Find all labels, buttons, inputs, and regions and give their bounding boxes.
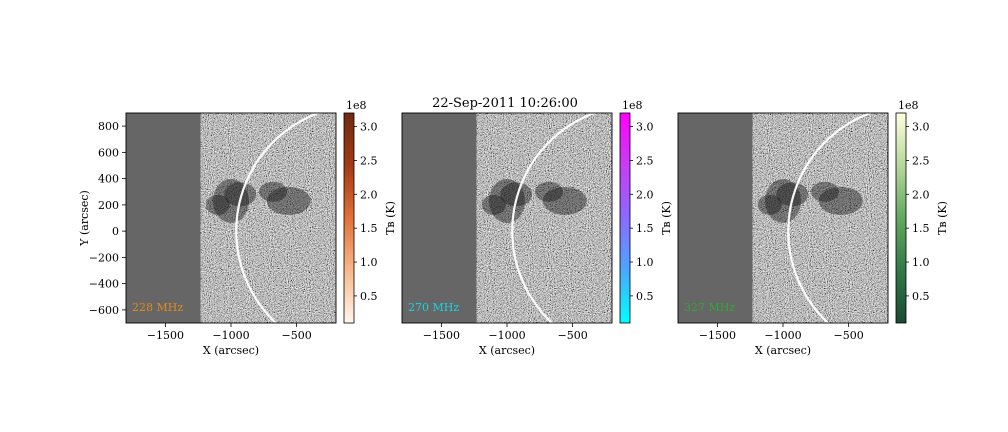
panel-1: 228 MHz −1500 −1000 −500 X (arcsec) −600 −400 −… <box>78 99 397 357</box>
y-tick-label: 600 <box>98 146 119 159</box>
colorbar-label: Tʙ (K) <box>660 201 673 235</box>
y-tick-label: 400 <box>98 173 119 186</box>
solar-limb <box>787 113 874 323</box>
colorbar-tick-label: 2.0 <box>636 188 654 201</box>
x-axis-label: X (arcsec) <box>479 344 535 357</box>
colorbar-tick-label: 1.5 <box>636 222 654 235</box>
active-region <box>542 186 587 215</box>
active-region <box>259 181 287 202</box>
active-region <box>500 182 533 207</box>
heatmap-image <box>402 113 612 323</box>
active-region <box>776 182 809 207</box>
y-tick-label: 200 <box>98 199 119 212</box>
colorbar <box>619 112 631 324</box>
colorbar-tick-label: 1.5 <box>912 222 930 235</box>
y-tick-label: 800 <box>98 120 119 133</box>
x-axis-label: X (arcsec) <box>755 344 811 357</box>
panels: 228 MHz −1500 −1000 −500 X (arcsec) −600 −400 −… <box>78 99 949 357</box>
colorbar-scale-note: 1e8 <box>622 99 643 112</box>
active-region <box>765 178 801 223</box>
heatmap-image <box>126 113 336 323</box>
colorbar-tick-label: 1.5 <box>360 222 378 235</box>
active-region <box>213 178 249 223</box>
colorbar-tick-label: 0.5 <box>636 290 654 303</box>
active-region <box>535 181 563 202</box>
active-region <box>481 194 506 215</box>
frequency-label: 270 MHz <box>408 301 459 314</box>
colorbar-label: Tʙ (K) <box>384 201 397 235</box>
solar-limb <box>511 113 598 323</box>
colorbar-label: Tʙ (K) <box>936 201 949 235</box>
colorbar <box>343 112 355 324</box>
x-tick-label: −500 <box>558 329 588 342</box>
x-tick-label: −1500 <box>147 329 184 342</box>
colorbar-tick-label: 1.0 <box>912 256 930 269</box>
colorbar-tick-label: 2.5 <box>360 154 378 167</box>
colorbar-tick-label: 0.5 <box>912 290 930 303</box>
active-region <box>811 181 839 202</box>
panel-3: 327 MHz −1500 −1000 −500 X (arcsec) 0.5 1.0 1.5… <box>677 99 949 357</box>
colorbar-tick-label: 0.5 <box>360 290 378 303</box>
colorbar-scale-note: 1e8 <box>898 99 919 112</box>
active-region <box>205 194 230 215</box>
y-axis-label: Y (arcsec) <box>78 190 91 247</box>
heatmap-image <box>678 113 888 323</box>
y-tick-label: −200 <box>89 251 119 264</box>
active-region <box>757 194 782 215</box>
y-tick-label: 0 <box>112 225 119 238</box>
active-region <box>489 178 525 223</box>
colorbar-tick-label: 2.5 <box>636 154 654 167</box>
colorbar-tick-label: 1.0 <box>636 256 654 269</box>
active-region <box>818 186 863 215</box>
x-tick-label: −1500 <box>699 329 736 342</box>
y-tick-label: −400 <box>89 278 119 291</box>
colorbar-tick-label: 3.0 <box>636 121 654 134</box>
colorbar-tick-label: 1.0 <box>360 256 378 269</box>
panel-2: 270 MHz −1500 −1000 −500 X (arcsec) 0.5 1.0 1.5… <box>401 99 673 357</box>
frequency-label: 327 MHz <box>684 301 735 314</box>
active-region <box>266 186 311 215</box>
colorbar-scale-note: 1e8 <box>346 99 367 112</box>
colorbar-tick-label: 2.0 <box>912 188 930 201</box>
x-tick-label: −1000 <box>488 329 525 342</box>
colorbar-tick-label: 3.0 <box>912 121 930 134</box>
x-tick-label: −1000 <box>764 329 801 342</box>
figure-title: 22-Sep-2011 10:26:00 <box>432 96 578 111</box>
active-region <box>224 182 257 207</box>
x-axis-label: X (arcsec) <box>203 344 259 357</box>
colorbar-tick-label: 2.0 <box>360 188 378 201</box>
colorbar-tick-label: 2.5 <box>912 154 930 167</box>
x-tick-label: −500 <box>282 329 312 342</box>
x-tick-label: −1000 <box>212 329 249 342</box>
frequency-label: 228 MHz <box>132 301 183 314</box>
colorbar <box>895 112 907 324</box>
x-tick-label: −1500 <box>423 329 460 342</box>
colorbar-tick-label: 3.0 <box>360 121 378 134</box>
solar-limb <box>235 113 322 323</box>
x-tick-label: −500 <box>834 329 864 342</box>
y-tick-label: −600 <box>89 304 119 317</box>
